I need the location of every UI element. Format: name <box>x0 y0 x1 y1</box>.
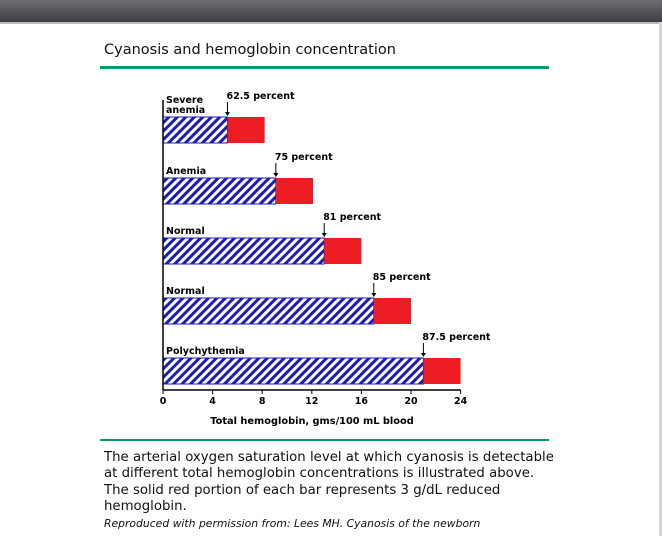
bar-oxygenated-4 <box>162 297 375 325</box>
annotation-arrow-head-2 <box>273 173 279 177</box>
bar-label-1-line-2: anemia <box>166 105 205 116</box>
annotation-arrow-head-1 <box>224 112 230 116</box>
x-tick-label-12: 12 <box>305 396 318 407</box>
bar-reduced-2 <box>275 178 314 204</box>
window-top-border <box>0 22 662 24</box>
x-tick-label-0: 0 <box>160 396 167 407</box>
bar-annotation-3: 81 percent <box>323 212 381 223</box>
bar-annotation-2: 75 percent <box>275 152 333 163</box>
figure-title: Cyanosis and hemoglobin concentration <box>104 42 396 58</box>
axis-layer: 0 4 8 12 16 20 24 Total hemoglobin, gms/100 mL … <box>160 100 468 427</box>
x-tick-label-8: 8 <box>259 396 266 407</box>
bar-reduced-1 <box>227 117 265 143</box>
bar-oxygenated-3 <box>162 237 325 265</box>
bar-annotation-4: 85 percent <box>373 272 431 283</box>
bar-label-4: Normal <box>166 286 205 297</box>
title-divider <box>100 66 549 69</box>
window-top-bar <box>0 0 662 22</box>
annotation-arrow-head-4 <box>371 293 377 297</box>
caption-divider <box>100 439 549 441</box>
figure-credit: Reproduced with permission from: Lees MH… <box>104 517 481 530</box>
bar-oxygenated-2 <box>162 177 277 205</box>
x-tick-label-16: 16 <box>355 396 369 407</box>
bar-oxygenated-5 <box>162 357 424 385</box>
bar-label-5: Polychythemia <box>166 346 245 357</box>
bar-label-2: Anemia <box>166 166 206 177</box>
annotation-arrow-head-5 <box>420 353 426 357</box>
bar-reduced-5 <box>423 358 461 384</box>
bar-reduced-3 <box>324 238 362 264</box>
bar-annotation-5: 87.5 percent <box>422 332 490 343</box>
window-right-border <box>659 22 662 536</box>
annotation-arrow-head-3 <box>321 233 327 237</box>
x-axis-label: Total hemoglobin, gms/100 mL blood <box>210 416 414 427</box>
x-tick-label-24: 24 <box>454 396 468 407</box>
bar-label-3: Normal <box>166 226 205 237</box>
x-tick-label-20: 20 <box>404 396 418 407</box>
figure-caption: The arterial oxygen saturation level at … <box>104 450 554 514</box>
bar-reduced-4 <box>373 298 411 324</box>
x-tick-label-4: 4 <box>209 396 216 407</box>
bar-oxygenated-1 <box>162 116 228 144</box>
bar-label-1-line-1: Severe <box>166 95 203 106</box>
bar-annotation-1: 62.5 percent <box>226 91 295 102</box>
